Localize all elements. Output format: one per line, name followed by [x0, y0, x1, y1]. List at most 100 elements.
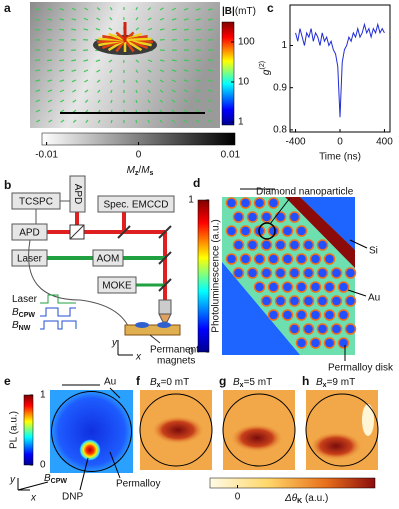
- field-arrow: [195, 99, 201, 103]
- field-arrow: [159, 79, 164, 83]
- field-arrow: [183, 89, 189, 93]
- colorbar-title: PL (a.u.): [9, 411, 20, 449]
- field-arrow: [35, 18, 41, 21]
- panel-label: a: [4, 1, 11, 15]
- field-arrow: [109, 79, 113, 84]
- colorbar-tick-label: 10: [238, 77, 250, 88]
- axis-label: x: [135, 352, 142, 363]
- field-arrow: [35, 99, 41, 103]
- field-arrow: [47, 18, 53, 21]
- field-arrow: [108, 27, 113, 31]
- annotation: Si: [369, 246, 378, 257]
- x-tick-label: -400: [286, 137, 306, 148]
- text-part: (mT): [235, 6, 256, 17]
- text-part: =5 mT: [244, 377, 273, 388]
- field-arrow: [195, 28, 201, 31]
- field-arrow: [95, 27, 101, 31]
- field-arrow: [147, 7, 152, 11]
- colorbar-tick-label: 0: [40, 460, 46, 471]
- text-part: B: [316, 377, 323, 388]
- permalloy-disk: [281, 225, 294, 237]
- text-part: NW: [19, 325, 31, 332]
- permalloy-disk: [330, 267, 343, 279]
- panel-label: b: [4, 178, 11, 192]
- y-tick-label: 1: [281, 40, 287, 51]
- field-arrow: [147, 17, 152, 21]
- magnet: [135, 322, 149, 328]
- permalloy-disk: [302, 239, 315, 251]
- field-arrow: [195, 79, 201, 82]
- permalloy-disk: [295, 309, 308, 321]
- field-arrow: [85, 119, 89, 124]
- permalloy-disk: [267, 253, 280, 265]
- field-arrow: [83, 28, 89, 31]
- annotation: Permalloy disk: [328, 363, 394, 374]
- text-part: B: [44, 473, 51, 484]
- field-arrow: [195, 89, 201, 93]
- colorbar-tick-label: 100: [238, 37, 255, 48]
- text-part: Laser: [12, 294, 38, 305]
- permalloy-disk: [316, 295, 329, 307]
- annotation: Au: [104, 377, 116, 388]
- y-axis-label: g(2): [259, 61, 271, 75]
- cable: [28, 239, 131, 331]
- objective: [158, 299, 172, 315]
- field-arrow: [84, 79, 89, 83]
- connector: [269, 197, 291, 225]
- permalloy-disk: [239, 197, 252, 209]
- permalloy-disk: [260, 211, 273, 223]
- annotation: Permalloy: [116, 479, 160, 490]
- field-arrow: [59, 18, 65, 21]
- panel-label: c: [267, 1, 274, 15]
- field-arrow: [60, 119, 65, 123]
- text-part: K: [297, 498, 302, 505]
- colorbar-title: Photoluminescence (a.u.): [211, 219, 222, 332]
- disk-outline: [51, 391, 132, 472]
- permalloy-disk: [316, 267, 329, 279]
- field-arrow: [96, 69, 101, 73]
- permalloy-disk: [295, 225, 308, 237]
- field-arrow: [47, 79, 53, 82]
- text-part: z: [135, 170, 139, 177]
- field-arrow: [110, 99, 113, 104]
- instrument-label: AOM: [97, 254, 120, 265]
- field-arrow: [72, 89, 77, 93]
- field-arrow: [59, 79, 65, 83]
- field-arrow: [84, 7, 89, 11]
- field-arrow: [159, 89, 164, 93]
- field-arrow: [35, 69, 41, 72]
- text-part: s: [150, 170, 154, 177]
- instrument-box: [69, 175, 86, 213]
- connector: [79, 457, 89, 491]
- permalloy-disk: [225, 197, 238, 209]
- axis-label: y: [111, 338, 118, 349]
- text-part: |B|: [222, 6, 235, 17]
- annotation: DNP: [62, 492, 83, 503]
- field-arrow: [159, 119, 163, 124]
- field-arrow: [171, 79, 177, 83]
- field-arrow: [110, 119, 113, 124]
- permalloy-disk: [323, 309, 336, 321]
- kerr-feature: [362, 404, 374, 436]
- field-arrow: [147, 99, 151, 104]
- field-arrow: [35, 28, 41, 31]
- text-part: g: [261, 69, 272, 75]
- text-part: M: [141, 165, 150, 176]
- text-part: B: [233, 377, 240, 388]
- connector: [347, 289, 367, 297]
- field-arrow: [71, 7, 77, 11]
- annotation: magnets: [157, 356, 195, 367]
- permalloy-disk: [232, 239, 245, 251]
- field-arrow: [183, 59, 189, 62]
- permalloy-disk: [281, 253, 294, 265]
- field-arrow: [207, 119, 212, 123]
- field-arrow: [147, 69, 152, 73]
- field-arrow: [207, 69, 213, 72]
- field-arrow: [207, 59, 213, 62]
- waveform: [40, 307, 76, 317]
- field-arrow: [171, 69, 177, 72]
- field-arrow: [59, 89, 65, 93]
- permalloy-disk: [302, 323, 315, 335]
- field-arrow: [183, 69, 189, 72]
- stage: [124, 324, 181, 336]
